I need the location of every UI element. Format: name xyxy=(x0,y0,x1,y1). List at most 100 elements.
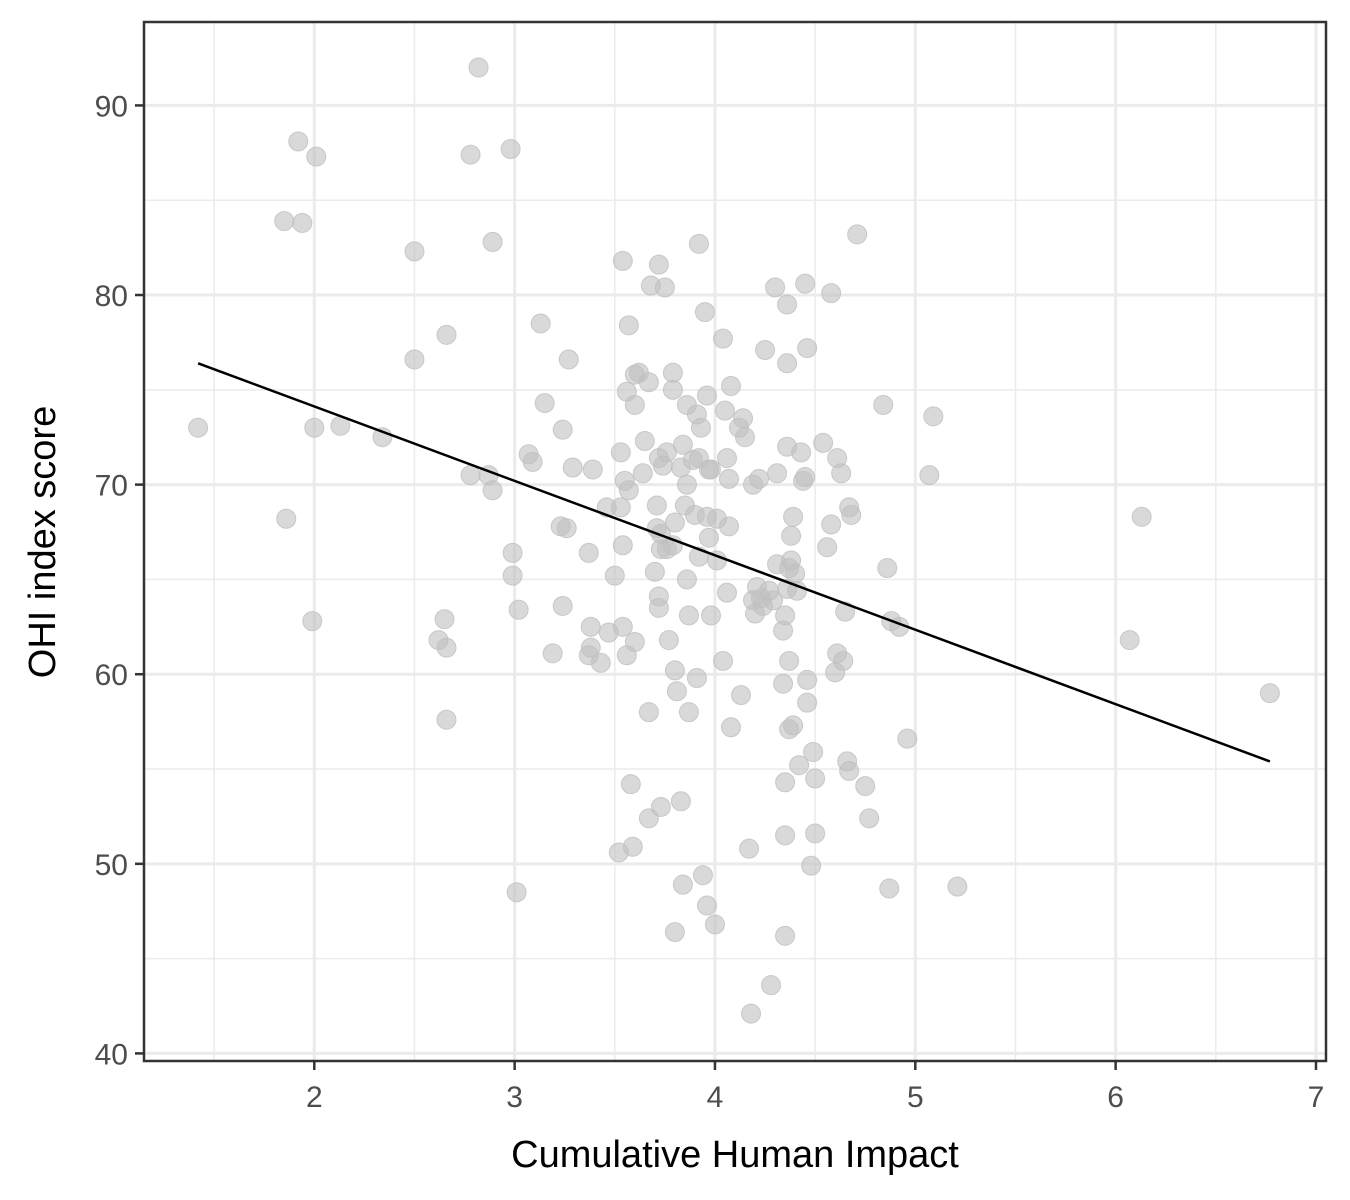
scatter-point xyxy=(698,459,719,480)
y-tick-label: 40 xyxy=(95,1038,128,1071)
scatter-point xyxy=(508,599,529,620)
scatter-point xyxy=(618,315,639,336)
scatter-point xyxy=(502,542,523,563)
scatter-point xyxy=(767,463,788,484)
scatter-point xyxy=(580,637,601,658)
scatter-point xyxy=(765,277,786,298)
scatter-point xyxy=(664,512,685,533)
scatter-point xyxy=(797,338,818,359)
scatter-point xyxy=(805,823,826,844)
scatter-point xyxy=(692,865,713,886)
y-axis-ticks: 40 50 60 70 80 90 xyxy=(95,90,144,1071)
scatter-point xyxy=(468,57,489,78)
scatter-point xyxy=(877,558,898,579)
scatter-point xyxy=(638,702,659,723)
scatter-point xyxy=(672,434,693,455)
scatter-point xyxy=(288,131,309,152)
scatter-point xyxy=(835,601,856,622)
scatter-point xyxy=(404,349,425,370)
scatter-point xyxy=(582,459,603,480)
scatter-point xyxy=(604,565,625,586)
y-axis-title: OHI index score xyxy=(22,406,64,678)
scatter-point xyxy=(530,313,551,334)
scatter-point xyxy=(714,400,735,421)
scatter-point xyxy=(696,895,717,916)
scatter-point xyxy=(797,669,818,690)
scatter-point xyxy=(638,372,659,393)
x-tick-label: 3 xyxy=(506,1081,523,1114)
scatter-point xyxy=(745,603,766,624)
scatter-point xyxy=(761,975,782,996)
scatter-point xyxy=(654,277,675,298)
y-tick-label: 50 xyxy=(95,849,128,882)
scatter-point xyxy=(821,514,842,535)
x-tick-label: 6 xyxy=(1107,1081,1124,1114)
scatter-point xyxy=(292,212,313,233)
scatter-point xyxy=(704,914,725,935)
scatter-point xyxy=(777,353,798,374)
y-tick-label: 80 xyxy=(95,280,128,313)
scatter-point xyxy=(783,715,804,736)
scatter-point xyxy=(552,419,573,440)
scatter-point xyxy=(616,645,637,666)
scatter-point xyxy=(522,451,543,472)
scatter-point xyxy=(694,302,715,323)
trend-line xyxy=(197,362,1271,763)
scatter-point xyxy=(436,709,457,730)
scatter-point xyxy=(841,504,862,525)
scatter-point xyxy=(542,643,563,664)
scatter-point xyxy=(947,876,968,897)
scatter-point xyxy=(662,362,683,383)
scatter-point xyxy=(731,685,752,706)
scatter-point xyxy=(855,776,876,797)
scatter-point xyxy=(610,497,631,518)
scatter-point xyxy=(618,480,639,501)
scatter-point xyxy=(781,525,802,546)
scatter-point xyxy=(658,630,679,651)
scatter-point xyxy=(502,565,523,586)
scatter-point xyxy=(712,650,733,671)
scatter-point xyxy=(779,650,800,671)
x-tick-label: 4 xyxy=(707,1081,724,1114)
scatter-point xyxy=(797,692,818,713)
scatter-point xyxy=(716,582,737,603)
scatter-point xyxy=(662,379,683,400)
plot-border xyxy=(142,20,1328,1063)
scatter-point xyxy=(773,673,794,694)
x-tick-label: 2 xyxy=(306,1081,323,1114)
scatter-point xyxy=(274,211,295,232)
scatter-point xyxy=(664,922,685,943)
scatter-point xyxy=(404,241,425,262)
scatter-point xyxy=(676,474,697,495)
scatter-point xyxy=(739,838,760,859)
scatter-point xyxy=(1119,630,1140,651)
scatter-point xyxy=(646,495,667,516)
scatter-point xyxy=(624,394,645,415)
scatter-point xyxy=(306,146,327,167)
scatter-point xyxy=(648,597,669,618)
scatter-point xyxy=(276,508,297,529)
scatter-point xyxy=(620,774,641,795)
scatter-point xyxy=(650,539,671,560)
scatter-point xyxy=(795,273,816,294)
scatter-point xyxy=(696,385,717,406)
data-points xyxy=(188,57,1280,1024)
plot-panel xyxy=(144,22,1326,1061)
y-tick-label: 60 xyxy=(95,659,128,692)
scatter-point xyxy=(302,611,323,632)
scatter-point xyxy=(460,465,481,486)
scatter-point xyxy=(506,882,527,903)
scatter-point xyxy=(688,233,709,254)
scatter-point xyxy=(817,537,838,558)
scatter-point xyxy=(859,808,880,829)
scatter-point xyxy=(644,561,665,582)
scatter-point xyxy=(562,457,583,478)
scatter-point xyxy=(821,283,842,304)
scatter-point xyxy=(763,590,784,611)
scatter-point xyxy=(552,595,573,616)
scatter-point xyxy=(919,465,940,486)
scatter-point xyxy=(795,467,816,488)
scatter-point xyxy=(590,652,611,673)
scatter-point xyxy=(304,417,325,438)
